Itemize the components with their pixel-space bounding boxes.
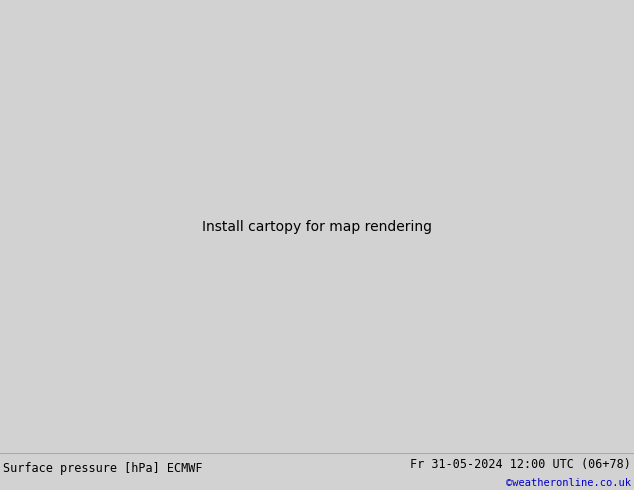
Text: Install cartopy for map rendering: Install cartopy for map rendering bbox=[202, 220, 432, 234]
Text: ©weatheronline.co.uk: ©weatheronline.co.uk bbox=[506, 478, 631, 489]
Text: Surface pressure [hPa] ECMWF: Surface pressure [hPa] ECMWF bbox=[3, 462, 203, 475]
Text: Fr 31-05-2024 12:00 UTC (06+78): Fr 31-05-2024 12:00 UTC (06+78) bbox=[410, 458, 631, 471]
